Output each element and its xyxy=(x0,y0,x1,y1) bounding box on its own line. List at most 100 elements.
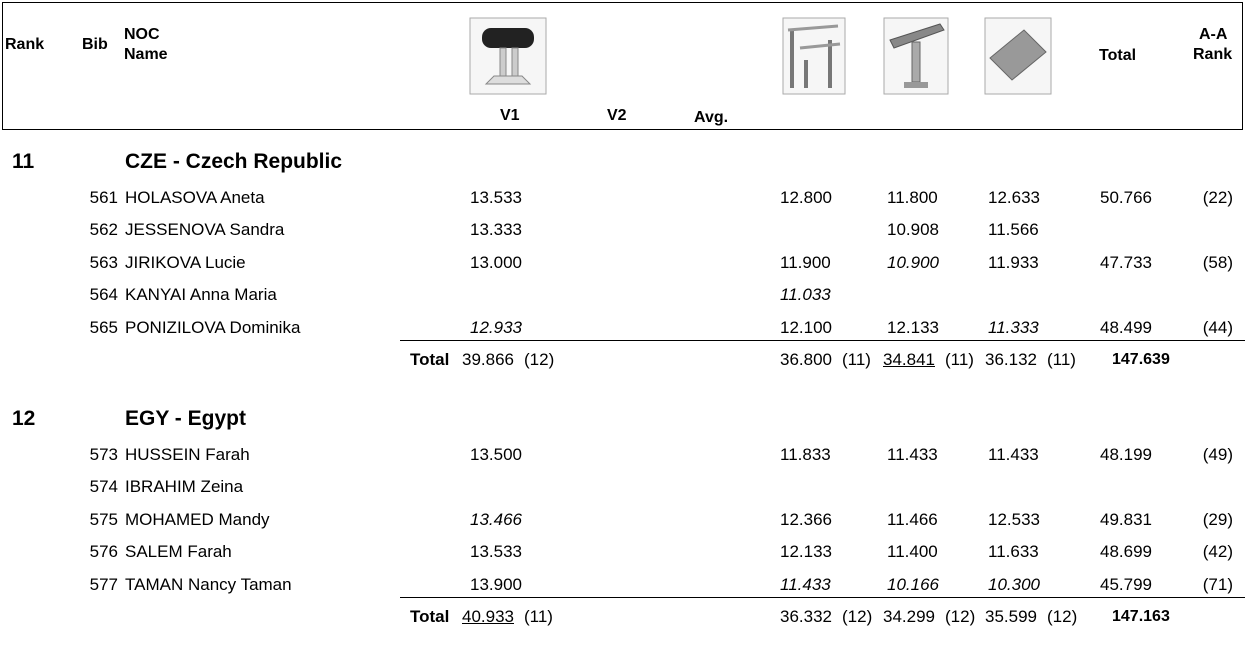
team-apparatus-total: 34.299 xyxy=(883,607,935,626)
score: 11.633 xyxy=(988,542,1039,562)
rank-header: Rank xyxy=(5,36,45,53)
team-apparatus-rank: (11) xyxy=(945,350,974,369)
score: 11.433 xyxy=(988,445,1039,464)
aa-total: 47.733 xyxy=(1100,252,1152,272)
bib: 577 xyxy=(89,574,118,594)
score: 12.366 xyxy=(780,509,832,529)
bib: 563 xyxy=(89,252,118,272)
team-rank: 11 xyxy=(12,150,35,173)
athlete-name: MOHAMED Mandy xyxy=(125,509,270,529)
score: 11.433 xyxy=(887,445,938,464)
score: 13.500 xyxy=(470,445,522,464)
header-frame xyxy=(2,2,1243,130)
bib: 564 xyxy=(89,285,118,305)
team-apparatus-total: 34.841 xyxy=(883,350,935,369)
aa-rank: (22) xyxy=(1202,188,1233,207)
athlete-name: SALEM Farah xyxy=(125,542,232,562)
rule xyxy=(400,340,1245,341)
apparatus-icons xyxy=(469,17,1052,95)
score: 11.566 xyxy=(988,220,1039,240)
aa-total: 50.766 xyxy=(1100,188,1152,207)
score: 10.900 xyxy=(887,252,939,272)
score: 11.400 xyxy=(887,542,938,562)
bib: 561 xyxy=(89,188,118,207)
athlete-name: PONIZILOVA Dominika xyxy=(125,317,301,337)
vault-icon xyxy=(469,17,547,95)
score: 12.133 xyxy=(887,317,939,337)
score: 12.133 xyxy=(780,542,832,562)
score: 12.100 xyxy=(780,317,832,337)
score: 11.466 xyxy=(887,509,938,529)
team-noc: EGY - Egypt xyxy=(125,407,246,430)
aa-total: 48.199 xyxy=(1100,445,1152,464)
team-apparatus-rank: (12) xyxy=(842,607,873,626)
total-label: Total xyxy=(410,607,450,626)
score: 10.166 xyxy=(887,574,939,594)
team-apparatus-total: 35.599 xyxy=(985,607,1037,626)
floor-icon xyxy=(984,17,1052,95)
rule xyxy=(400,597,1245,598)
bib: 565 xyxy=(89,317,118,337)
score: 13.900 xyxy=(470,574,522,594)
bib-header: Bib xyxy=(82,36,108,53)
bars-icon xyxy=(782,17,846,95)
team-rank: 12 xyxy=(12,407,36,430)
aa-total: 49.831 xyxy=(1100,509,1152,529)
score: 12.533 xyxy=(988,509,1040,529)
aa-header: A-A xyxy=(1199,26,1228,43)
score: 10.300 xyxy=(988,574,1040,594)
team-apparatus-total: 36.332 xyxy=(780,607,832,626)
team-apparatus-total: 36.132 xyxy=(985,350,1037,369)
score: 11.900 xyxy=(780,252,831,272)
score: 11.433 xyxy=(780,574,831,594)
score: 12.800 xyxy=(780,188,832,207)
athlete-name: TAMAN Nancy Taman xyxy=(125,574,292,594)
team-apparatus-rank: (12) xyxy=(945,607,976,626)
score: 11.333 xyxy=(988,317,1039,337)
aa-rank: (42) xyxy=(1202,542,1233,562)
score: 12.633 xyxy=(988,188,1040,207)
aa-rank: (71) xyxy=(1202,574,1233,594)
total-label: Total xyxy=(410,350,450,369)
athlete-name: HUSSEIN Farah xyxy=(125,445,250,464)
team-noc: CZE - Czech Republic xyxy=(125,150,343,173)
aa-rank-header: Rank xyxy=(1193,46,1233,63)
aa-total: 48.499 xyxy=(1100,317,1152,337)
aa-rank: (58) xyxy=(1202,252,1233,272)
total-header: Total xyxy=(1099,47,1137,64)
aa-total: 48.699 xyxy=(1100,542,1152,562)
team-apparatus-rank: (11) xyxy=(842,350,871,369)
score: 10.908 xyxy=(887,220,939,240)
athlete-name: IBRAHIM Zeina xyxy=(125,477,244,497)
score: 13.533 xyxy=(470,542,522,562)
team-apparatus-rank: (12) xyxy=(524,350,555,369)
avg-header: Avg. xyxy=(694,109,729,126)
score: 13.333 xyxy=(470,220,522,240)
athlete-name: KANYAI Anna Maria xyxy=(125,285,277,305)
score: 11.833 xyxy=(780,445,831,464)
athlete-name: JESSENOVA Sandra xyxy=(125,220,285,240)
aa-total: 45.799 xyxy=(1100,574,1152,594)
team-apparatus-rank: (12) xyxy=(1047,607,1078,626)
team-apparatus-rank: (11) xyxy=(524,607,553,626)
team-apparatus-rank: (11) xyxy=(1047,350,1076,369)
noc-header: NOC xyxy=(124,26,160,43)
athlete-name: HOLASOVA Aneta xyxy=(125,188,265,207)
score: 12.933 xyxy=(470,317,522,337)
beam-icon xyxy=(883,17,949,95)
team-apparatus-total: 36.800 xyxy=(780,350,832,369)
score: 13.000 xyxy=(470,252,522,272)
team-apparatus-total: 40.933 xyxy=(462,607,514,626)
team-apparatus-total: 39.866 xyxy=(462,350,514,369)
score: 13.533 xyxy=(470,188,522,207)
athlete-name: JIRIKOVA Lucie xyxy=(125,252,246,272)
score: 11.800 xyxy=(887,188,938,207)
team-total: 147.639 xyxy=(1112,351,1170,368)
score: 11.033 xyxy=(780,285,831,305)
bib: 576 xyxy=(89,542,118,562)
aa-rank: (29) xyxy=(1202,509,1233,529)
aa-rank: (44) xyxy=(1202,317,1233,337)
score: 13.466 xyxy=(470,509,522,529)
v1-header: V1 xyxy=(500,107,520,124)
